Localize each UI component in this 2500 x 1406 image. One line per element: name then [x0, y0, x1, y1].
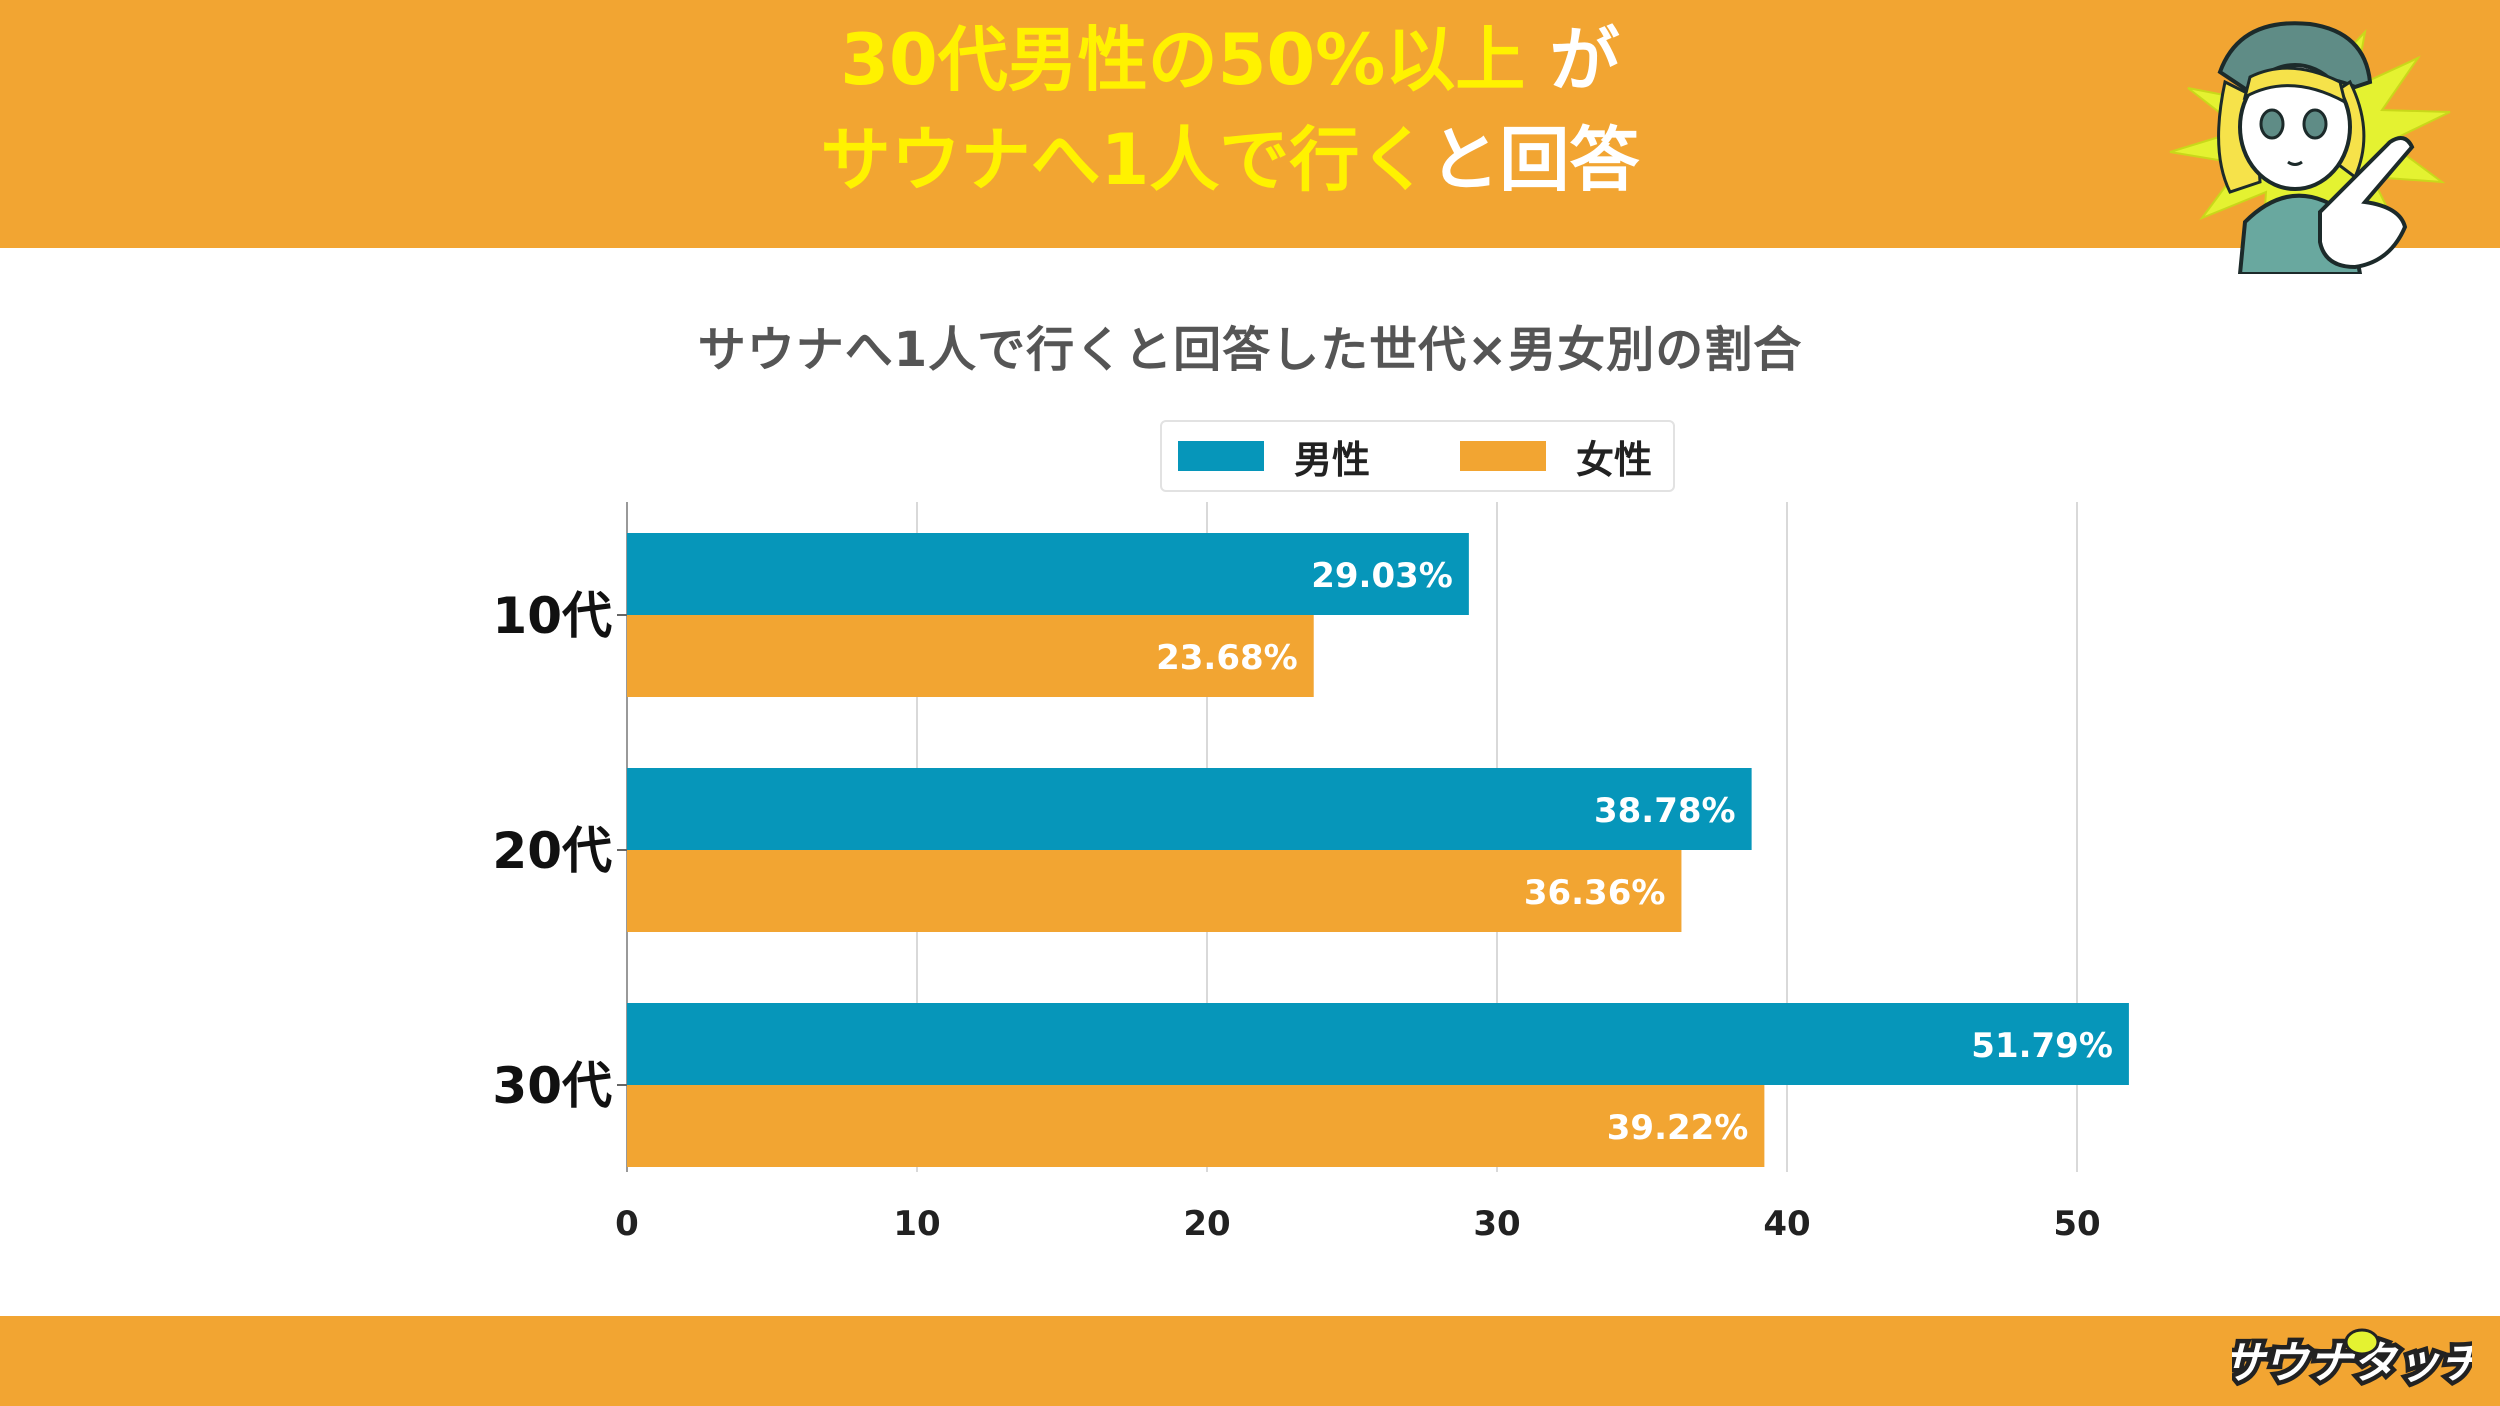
chart-title: サウナへ1人で行くと回答した世代×男女別の割合	[697, 322, 1803, 378]
legend-item-male: 男性	[1178, 422, 1370, 490]
bar	[627, 533, 1469, 615]
sauna-logo: サウナタッチ	[2232, 1328, 2472, 1394]
logo-text: サウナタッチ	[2232, 1338, 2472, 1389]
legend-item-female: 女性	[1460, 422, 1652, 490]
x-tick-label: 30	[1473, 1204, 1520, 1244]
legend-swatch-male	[1178, 441, 1264, 471]
headline-line2-suffix: と回答	[1429, 119, 1640, 201]
legend-label-male: 男性	[1294, 437, 1371, 482]
headline-line2: サウナへ1人で行くと回答	[0, 110, 2460, 210]
headline-line1-suffix: が	[1549, 19, 1620, 101]
legend-label-female: 女性	[1576, 437, 1653, 482]
data-label: 39.22%	[1607, 1108, 1749, 1148]
x-tick-label: 20	[1183, 1204, 1230, 1244]
x-tick-label: 0	[615, 1204, 639, 1244]
legend: 男性 女性	[1160, 420, 1675, 492]
mascot-girl-pointing-icon	[2169, 21, 2451, 274]
bar	[627, 1003, 2129, 1085]
headline-line1: 30代男性の50%以上 が	[0, 10, 2460, 110]
category-label: 10代	[492, 587, 612, 645]
bar	[627, 768, 1752, 850]
headline: 30代男性の50%以上 が サウナへ1人で行くと回答	[0, 10, 2460, 210]
x-tick-label: 50	[2053, 1204, 2100, 1244]
data-label: 23.68%	[1156, 638, 1298, 678]
bar	[627, 1085, 1765, 1167]
data-label: 36.36%	[1524, 873, 1666, 913]
x-tick-label: 40	[1763, 1204, 1810, 1244]
bar	[627, 615, 1314, 697]
headline-line2-highlight: サウナへ1人で行く	[820, 119, 1430, 201]
data-label: 29.03%	[1311, 556, 1453, 596]
data-label: 51.79%	[1971, 1026, 2113, 1066]
headline-line1-highlight: 30代男性の50%以上	[840, 19, 1526, 101]
x-tick-label: 10	[893, 1204, 940, 1244]
category-label: 30代	[492, 1057, 612, 1115]
category-label: 20代	[492, 822, 612, 880]
legend-swatch-female	[1460, 441, 1546, 471]
bottom-band	[0, 1316, 2500, 1406]
bar	[627, 850, 1682, 932]
data-label: 38.78%	[1594, 791, 1736, 831]
top-banner	[0, 0, 2500, 248]
